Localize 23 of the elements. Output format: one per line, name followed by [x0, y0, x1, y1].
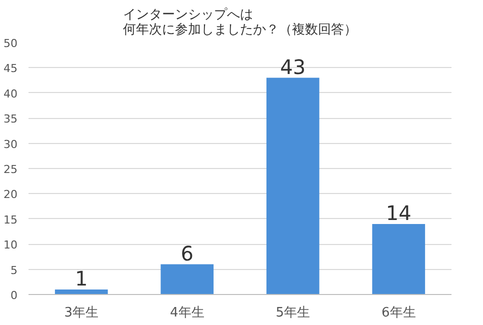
data-label: 14	[386, 200, 412, 225]
chart-title: インターンシップへは何年次に参加しましたか？（複数回答）	[123, 8, 357, 38]
y-tick-label: 15	[4, 213, 18, 226]
data-label: 6	[180, 241, 194, 266]
y-tick-label: 30	[4, 138, 18, 151]
x-tick-label: 6年生	[381, 306, 416, 320]
y-tick-label: 45	[4, 62, 18, 76]
x-tick-label: 4年生	[170, 306, 204, 320]
data-label: 1	[75, 266, 88, 290]
y-tick-label: 40	[4, 87, 18, 100]
bar	[266, 78, 320, 294]
y-tick-label: 20	[4, 188, 18, 202]
bar	[160, 264, 214, 294]
y-tick-label: 0	[10, 289, 18, 302]
y-tick-label: 35	[4, 112, 18, 126]
data-label: 43	[280, 54, 306, 79]
x-tick-label: 5年生	[276, 306, 310, 320]
y-tick-label: 50	[4, 37, 18, 50]
x-tick-label: 3年生	[64, 306, 99, 320]
y-tick-label: 10	[4, 238, 18, 252]
y-tick-label: 5	[10, 264, 18, 277]
bar	[372, 224, 426, 294]
y-tick-label: 25	[4, 163, 18, 176]
